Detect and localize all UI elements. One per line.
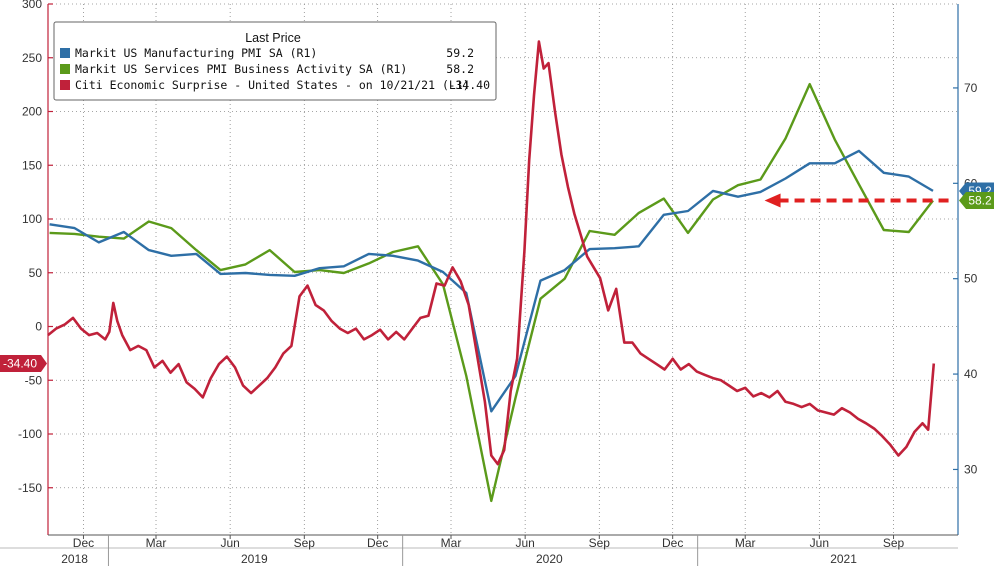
x-tick-label-month: Sep [589,536,611,550]
x-axis-ticks: Dec Mar Jun Sep Dec Mar Jun Sep Dec Mar Jun Sep 2018… [61,535,905,566]
x-tick-label-year: 2019 [241,552,268,566]
legend-value-citi-surprise: -34.40 [448,78,490,92]
services-pmi-line [49,82,934,503]
left-tick-label: -100 [18,427,42,441]
legend-swatch-services [60,64,70,74]
legend-value-manufacturing: 59.2 [446,46,474,60]
citi-surprise-line [47,40,936,466]
left-tick-label: 200 [22,105,42,119]
last-value-tag-label: 58.2 [968,193,992,207]
legend-box [53,21,497,101]
legend-swatch-manufacturing [60,48,70,58]
x-tick-label-month: Jun [220,536,239,550]
x-tick-label-month: Sep [294,536,316,550]
left-tick-label: 0 [35,320,42,334]
x-tick-label-year: 2021 [830,552,857,566]
x-tick-label-month: Mar [735,536,756,550]
last-value-tag: -34.40 [0,354,47,372]
x-tick-label-month: Dec [662,536,683,550]
x-tick-label-month: Mar [146,536,167,550]
x-tick-label-month: Jun [515,536,534,550]
left-tick-label: 300 [22,0,42,11]
right-tick-label: 50 [964,272,978,286]
x-tick-label-month: Mar [441,536,462,550]
pointer-arrow [764,193,954,208]
right-tick-label: 70 [964,81,978,95]
legend-label-services: Markit US Services PMI Business Activity… [75,62,407,76]
left-tick-label: 100 [22,212,42,226]
left-tick-label: 250 [22,51,42,65]
legend-title: Last Price [245,31,301,45]
x-tick-label-year: 2018 [61,552,88,566]
left-tick-label: 150 [22,158,42,172]
x-tick-label-month: Dec [73,536,94,550]
manufacturing-pmi-line [49,149,934,413]
last-value-tag-label: -34.40 [3,356,37,370]
legend-swatch-citi-surprise [60,80,70,90]
right-tick-label: 40 [964,367,978,381]
left-axis-ticks: -150 -100 -50 0 50 100 150 200 250 300 [18,0,53,495]
x-tick-label-month: Sep [883,536,905,550]
x-tick-label-month: Dec [367,536,388,550]
legend-value-services: 58.2 [446,62,474,76]
left-tick-label: -150 [18,481,42,495]
right-tick-label: 30 [964,462,978,476]
x-tick-label-year: 2020 [536,552,563,566]
last-value-tag-box [959,191,994,209]
series-lines [47,40,936,503]
x-tick-label-month: Jun [810,536,829,550]
arrow-head [764,193,781,208]
legend: Last Price Markit US Manufacturing PMI S… [53,21,497,101]
last-value-tags: 59.258.2-34.40 [0,182,994,372]
left-tick-label: 50 [29,266,43,280]
last-value-tag: 58.2 [959,191,994,209]
legend-label-manufacturing: Markit US Manufacturing PMI SA (R1) [75,46,317,60]
left-tick-label: -50 [25,373,43,387]
axes [0,4,959,549]
last-value-tag-box [0,354,47,372]
legend-label-citi-surprise: Citi Economic Surprise - United States -… [75,78,470,92]
